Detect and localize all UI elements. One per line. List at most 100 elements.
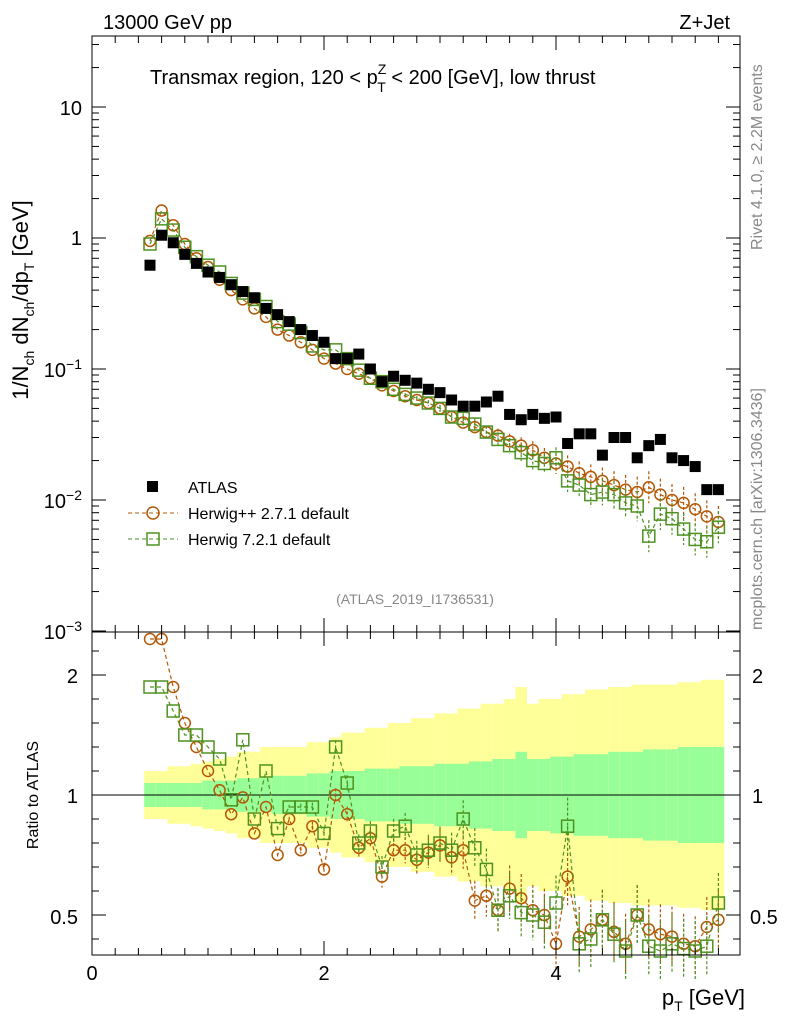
herwig7-point <box>189 728 204 742</box>
herwig7-point <box>456 812 470 826</box>
atlas-point <box>411 377 423 389</box>
herwig7-point <box>352 836 366 850</box>
herwig7-point <box>676 522 691 536</box>
atlas-point <box>562 437 574 449</box>
xtick-2: 2 <box>318 963 329 985</box>
herwig7-point <box>642 529 656 543</box>
herwig7-point <box>305 800 320 814</box>
herwig7-point <box>375 860 389 874</box>
herwig7-point <box>479 862 494 877</box>
herwig7-point <box>711 896 726 910</box>
herwig7-point <box>247 812 262 826</box>
atlas-point <box>167 237 179 249</box>
herwig7-point <box>340 776 354 790</box>
atlas-point <box>666 452 678 464</box>
atlas-point <box>434 387 446 399</box>
herwig7-point <box>433 836 447 850</box>
herwig7-point <box>398 819 412 833</box>
atlas-point <box>515 414 527 426</box>
herwig7-point <box>259 764 273 778</box>
atlas-point <box>190 257 202 269</box>
atlas-point <box>469 400 481 412</box>
herwigpp-point <box>166 680 180 694</box>
herwig7-point <box>421 843 436 857</box>
atlas-point <box>225 279 237 291</box>
main-data-layer <box>143 204 726 558</box>
herwig7-point <box>537 915 552 929</box>
atlas-point <box>643 440 655 452</box>
herwigpp-point <box>329 788 342 802</box>
atlas-point <box>376 376 388 388</box>
series-line <box>149 209 719 523</box>
herwig7-point <box>630 908 644 922</box>
herwig7-point <box>549 451 563 465</box>
legend-atlas-marker <box>147 481 158 492</box>
herwigpp-point <box>317 352 331 365</box>
herwigpp-point <box>271 323 284 336</box>
herwigpp-point <box>306 819 319 833</box>
herwigpp-point <box>677 496 690 510</box>
herwig7-point <box>340 351 354 366</box>
herwig7-point <box>212 752 227 766</box>
plot-title: Transmax region, 120 < pZ T < 200 [GeV], … <box>150 61 596 95</box>
herwig7-point <box>630 499 644 513</box>
xtick-4: 4 <box>550 963 561 985</box>
herwig7-point <box>526 908 540 922</box>
ytick-1: 1 <box>71 228 82 250</box>
ytick-0.01: 10−2 <box>44 487 82 513</box>
ratio-axis-ticks <box>91 36 740 955</box>
herwig7-point <box>317 826 331 841</box>
herwig7-point <box>653 944 668 958</box>
herwig7-point <box>595 913 610 927</box>
herwigpp-point <box>468 894 482 907</box>
herwigpp-point <box>224 807 238 821</box>
ytick-10: 10 <box>60 98 82 120</box>
atlas-point <box>492 390 504 402</box>
herwig7-point <box>584 932 598 946</box>
herwig7-point <box>352 363 366 377</box>
ratio-ytick-0.5-left: 0.5 <box>50 907 78 929</box>
herwig7-point <box>236 733 250 747</box>
herwig7-point <box>433 401 447 416</box>
xtick-0: 0 <box>86 963 97 985</box>
herwig7-point <box>700 535 714 549</box>
herwigpp-point <box>155 204 168 217</box>
ytick-0.001: 10−3 <box>44 618 82 644</box>
ratio-ytick-2-right: 2 <box>752 666 763 688</box>
atlas-point <box>422 383 434 395</box>
ratio-ytick-1-left: 1 <box>67 786 78 808</box>
ratio-y-axis-label: Ratio to ATLAS <box>25 741 42 849</box>
atlas-point <box>573 428 585 440</box>
herwig7-point <box>572 478 586 492</box>
atlas-point <box>446 394 458 406</box>
atlas-point <box>364 363 376 375</box>
legend-herwig7-marker <box>146 532 160 546</box>
herwigpp-point <box>642 481 656 494</box>
legend: ATLAS Herwig++ 2.7.1 default Herwig 7.2.… <box>128 480 350 549</box>
herwigpp-point <box>213 783 226 797</box>
legend-herwigpp-marker <box>146 506 160 520</box>
atlas-point <box>480 396 492 408</box>
herwig7-point <box>201 740 215 754</box>
ratio-data-layer <box>143 632 726 981</box>
atlas-point <box>550 411 562 423</box>
legend-herwig7-label: Herwig 7.2.1 default <box>188 532 331 549</box>
rivet-label: Rivet 4.1.0, ≥ 2.2M events <box>749 64 766 250</box>
atlas-point <box>214 271 226 283</box>
atlas-point <box>272 309 284 321</box>
atlas-point <box>678 455 690 467</box>
atlas-point <box>399 374 411 386</box>
herwigpp-point <box>259 800 273 814</box>
atlas-point <box>585 428 597 440</box>
herwigpp-point <box>294 843 308 857</box>
mcplots-label: mcplots.cern.ch [arXiv:1306.3436] <box>749 388 766 630</box>
herwigpp-point <box>190 740 203 754</box>
herwig7-point <box>514 445 528 460</box>
herwig7-point <box>328 740 343 754</box>
herwig7-point <box>502 438 517 453</box>
herwig7-point <box>665 511 679 526</box>
herwig7-point <box>143 237 157 251</box>
herwig7-point <box>502 889 517 903</box>
ratio-plot-frame <box>91 631 741 956</box>
energy-label: 13000 GeV pp <box>103 12 232 34</box>
